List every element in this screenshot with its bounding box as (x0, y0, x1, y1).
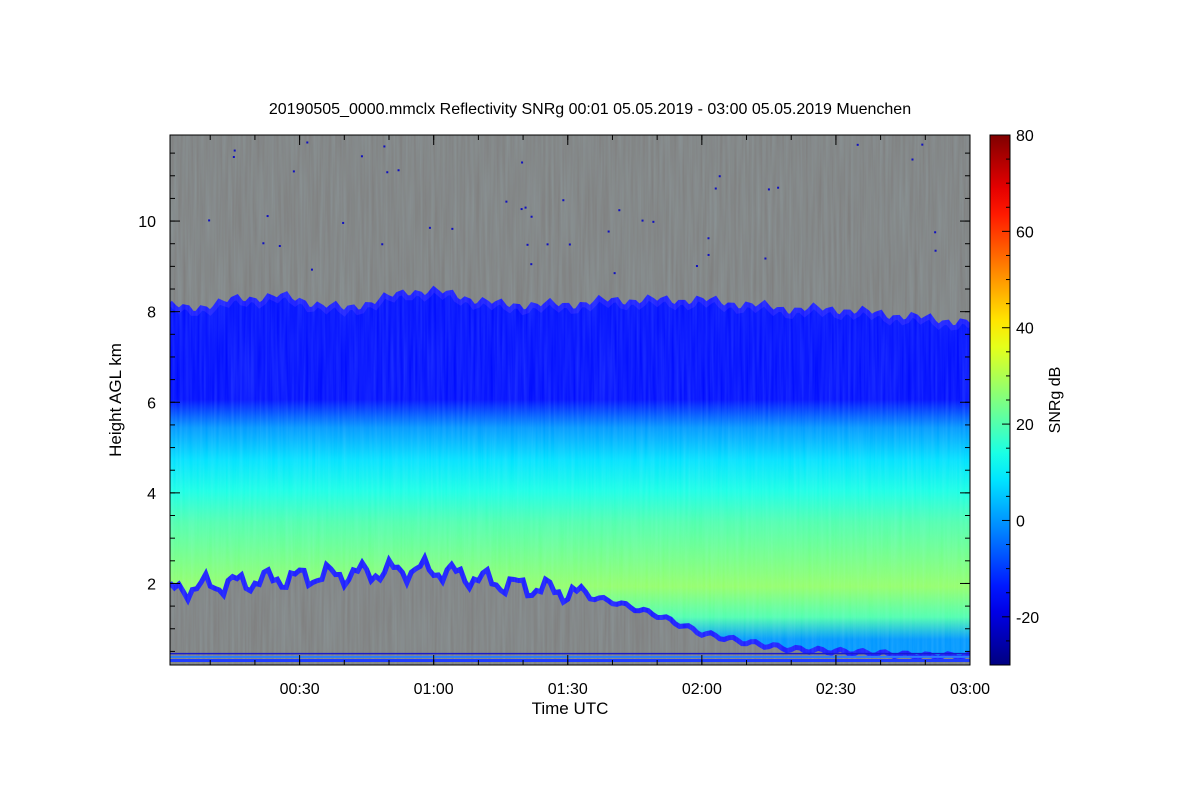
noise-pixel (342, 221, 345, 224)
noise-pixel (618, 209, 621, 212)
colorbar-tick-label: 20 (1016, 417, 1034, 434)
noise-pixel (714, 187, 717, 190)
y-axis: 2 4 6 8 10 (138, 152, 970, 652)
x-tick-label: 01:30 (548, 681, 588, 698)
noise-pixel (383, 145, 386, 148)
noise-pixel (208, 219, 211, 222)
noise-speckle (208, 141, 937, 275)
colorbar-label: SNRg dB (1047, 367, 1064, 434)
noise-pixel (607, 230, 610, 233)
noise-pixel (546, 243, 549, 246)
colorbar-tick-label: 40 (1016, 321, 1034, 338)
noise-pixel (232, 155, 235, 158)
noise-pixel (707, 237, 710, 240)
chart-title: 20190505_0000.mmclx Reflectivity SNRg 00… (269, 101, 911, 118)
colorbar-tick-label: 0 (1016, 513, 1025, 530)
noise-pixel (767, 188, 770, 191)
noise-pixel (306, 141, 309, 144)
noise-pixel (292, 170, 295, 173)
y-tick-label: 6 (147, 395, 156, 412)
noise-pixel (921, 143, 924, 146)
noise-pixel (451, 227, 454, 230)
noise-pixel (262, 242, 265, 245)
colorbar-tick-label: -20 (1016, 610, 1039, 627)
noise-pixel (386, 171, 389, 174)
plot-frame (169, 134, 971, 666)
noise-pixel (562, 199, 565, 202)
y-tick-label: 10 (138, 214, 156, 231)
noise-pixel (911, 158, 914, 161)
y-tick-label: 2 (147, 576, 156, 593)
noise-pixel (397, 169, 400, 172)
noise-pixel (428, 226, 431, 229)
noise-pixel (777, 186, 780, 189)
y-tick-label: 8 (147, 305, 156, 322)
noise-pixel (934, 231, 937, 234)
y-axis-label: Height AGL km (106, 343, 125, 457)
noise-pixel (652, 220, 655, 223)
noise-pixel (934, 249, 937, 252)
noise-pixel (381, 243, 384, 246)
noise-pixel (360, 155, 363, 158)
noise-pixel (764, 257, 767, 260)
plot-area (170, 135, 970, 665)
noise-pixel (707, 253, 710, 256)
noise-pixel (524, 206, 527, 209)
x-tick-label: 00:30 (280, 681, 320, 698)
colorbar-tick-label: 60 (1016, 224, 1034, 241)
noise-pixel (505, 200, 508, 203)
noise-pixel (695, 265, 698, 268)
noise-pixel (526, 243, 529, 246)
noise-pixel (266, 215, 269, 218)
noise-pixel (521, 161, 524, 164)
ground-clutter (170, 652, 970, 662)
noise-pixel (520, 208, 523, 211)
texture-overlay (170, 135, 970, 665)
noise-pixel (278, 245, 281, 248)
noise-pixel (568, 243, 571, 246)
x-tick-label: 03:00 (950, 681, 990, 698)
noise-pixel (641, 219, 644, 222)
x-axis: 00:30 01:00 01:30 02:00 02:30 03:00 (209, 135, 990, 698)
noise-pixel (233, 149, 236, 152)
noise-pixel (613, 272, 616, 275)
noise-pixel (856, 143, 859, 146)
x-tick-label: 02:30 (816, 681, 856, 698)
noise-pixel (718, 175, 721, 178)
noise-pixel (310, 268, 313, 271)
x-axis-label: Time UTC (532, 699, 609, 718)
colorbar-tick-label: 80 (1016, 128, 1034, 145)
y-tick-label: 4 (147, 486, 156, 503)
x-tick-label: 01:00 (414, 681, 454, 698)
colorbar-ticks: -20 0 20 40 60 80 (1002, 128, 1039, 642)
x-tick-label: 02:00 (682, 681, 722, 698)
noise-pixel (530, 215, 533, 218)
noise-pixel (530, 263, 533, 266)
